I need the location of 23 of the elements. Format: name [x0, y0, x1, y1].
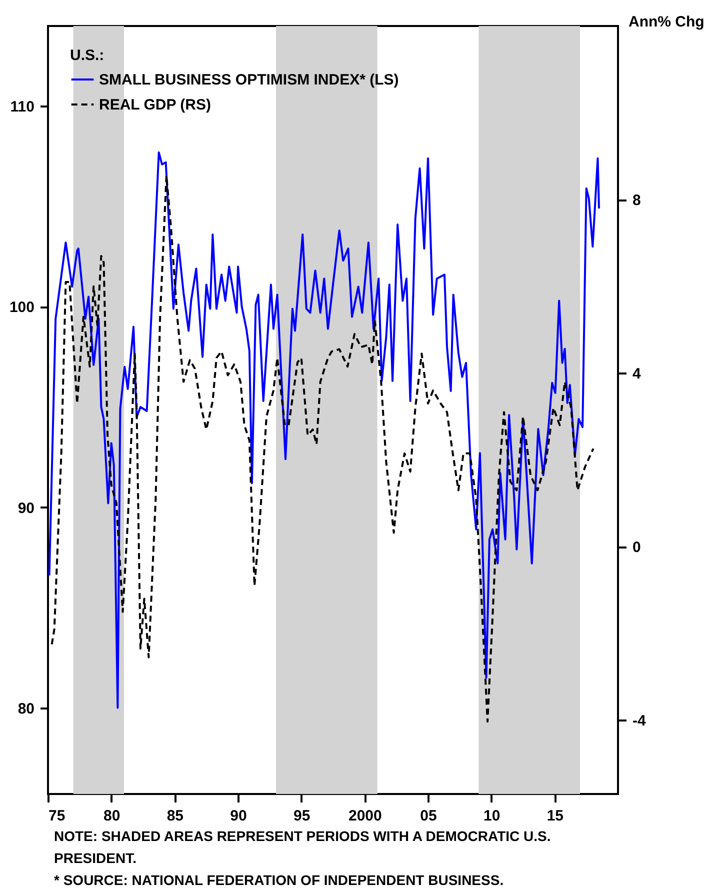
- legend-title: U.S.:: [70, 47, 104, 64]
- x-tick-label: 75: [48, 808, 66, 824]
- x-tick-label: 90: [230, 808, 247, 824]
- x-tick-label: 15: [546, 808, 564, 824]
- y2-tick-label: 0: [632, 539, 641, 556]
- y2-axis-title: Ann% Chg: [628, 14, 704, 30]
- x-tick-label: 05: [420, 808, 437, 824]
- x-tick-label: 10: [483, 808, 500, 824]
- y-tick-label: 100: [9, 299, 34, 316]
- x-tick-label: 80: [103, 808, 120, 824]
- y2-tick-label: -4: [632, 712, 646, 730]
- x-tick-label: 95: [293, 808, 310, 824]
- legend-label: SMALL BUSINESS OPTIMISM INDEX* (LS): [99, 72, 399, 88]
- x-tick-label: 85: [166, 808, 184, 824]
- y-tick-label: 80: [18, 700, 34, 718]
- y2-tick-label: 4: [632, 366, 642, 383]
- y2-tick-label: 8: [632, 192, 641, 210]
- y-tick-label: 110: [10, 98, 34, 116]
- y-tick-label: 90: [18, 500, 34, 517]
- legend-label: REAL GDP (RS): [99, 96, 211, 114]
- text: * SOURCE: NATIONAL FEDERATION OF INDEPENDENT BUSINESS.: [54, 871, 505, 890]
- x-tick-label: 2000: [348, 808, 382, 824]
- text: NOTE: SHADED AREAS REPRESENT PERIODS WITH A DEMOCRATIC U.S. PRESIDENT.: [54, 827, 552, 868]
